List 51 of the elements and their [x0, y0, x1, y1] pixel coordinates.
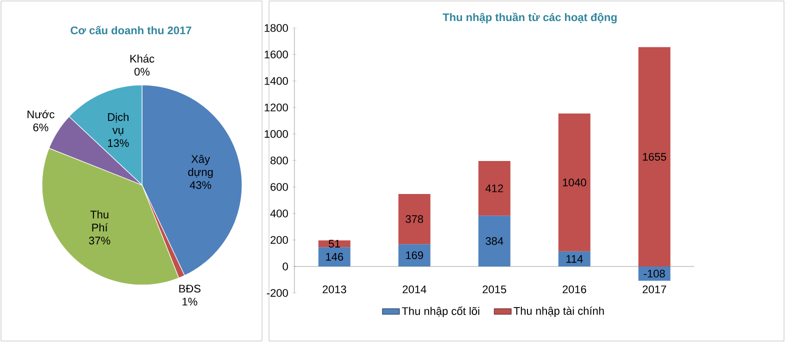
y-tick-label: 1400: [264, 77, 288, 85]
x-tick-label: 2016: [562, 285, 586, 294]
bar: [638, 266, 670, 281]
data-label: 146: [326, 252, 344, 261]
category-label: Khác: [130, 54, 154, 63]
y-tick-label: 800: [270, 156, 288, 164]
data-label: 1%: [182, 298, 198, 306]
bar: [478, 216, 510, 266]
x-tick-label: 2013: [322, 285, 346, 294]
data-label: 169: [406, 251, 424, 260]
y-tick-label: 1000: [264, 130, 288, 138]
data-label: 13%: [108, 139, 129, 147]
bar: [558, 114, 590, 252]
y-tick-label: 600: [270, 183, 288, 191]
data-label: 412: [485, 184, 504, 192]
bar: [558, 251, 590, 266]
text: 0%: [134, 68, 150, 76]
data-label: 6%: [33, 124, 48, 132]
slice-label: Dịch vụ: [108, 112, 128, 136]
data-label: 114: [566, 255, 583, 263]
slice-label: BĐS: [179, 284, 200, 293]
bar: [318, 247, 350, 266]
bar: [398, 194, 430, 244]
y-tick-label: 1200: [264, 104, 288, 112]
bar: [478, 160, 510, 216]
y-tick-label: 200: [270, 236, 288, 244]
x-tick-label: 2015: [482, 285, 506, 294]
data-label: 1040: [562, 178, 586, 186]
data-label: 37%: [89, 236, 110, 244]
data-label: 384: [486, 237, 504, 245]
bar: [398, 244, 430, 266]
slice-label: Xây dựng: [188, 154, 213, 178]
x-tick-label: 2014: [402, 285, 426, 294]
data-label: 43%: [190, 181, 212, 189]
y-tick-label: 400: [270, 210, 288, 218]
y-tick-label: 1600: [264, 50, 288, 58]
x-tick-label: 2017: [642, 285, 666, 294]
bar: [638, 47, 670, 266]
y-tick-label: 1800: [264, 24, 288, 32]
data-label: 378: [406, 215, 424, 223]
y-tick-label: -200: [266, 289, 288, 297]
data-label: -108: [644, 270, 665, 278]
slice-label: Nước: [28, 110, 54, 118]
chart-title: Thu nhập thuần từ các hoạt động: [442, 12, 617, 24]
y-tick-label: 0: [282, 262, 288, 270]
slice-label: Thu Phí: [90, 210, 108, 232]
chart-title: Cơ cấu doanh thu 2017: [70, 26, 192, 34]
data-label: 1655: [642, 152, 666, 161]
legend-label: Thu nhập tài chính: [514, 306, 604, 317]
legend-label: Thu nhập cốt lõi: [402, 306, 480, 318]
data-label: 51: [328, 240, 340, 248]
